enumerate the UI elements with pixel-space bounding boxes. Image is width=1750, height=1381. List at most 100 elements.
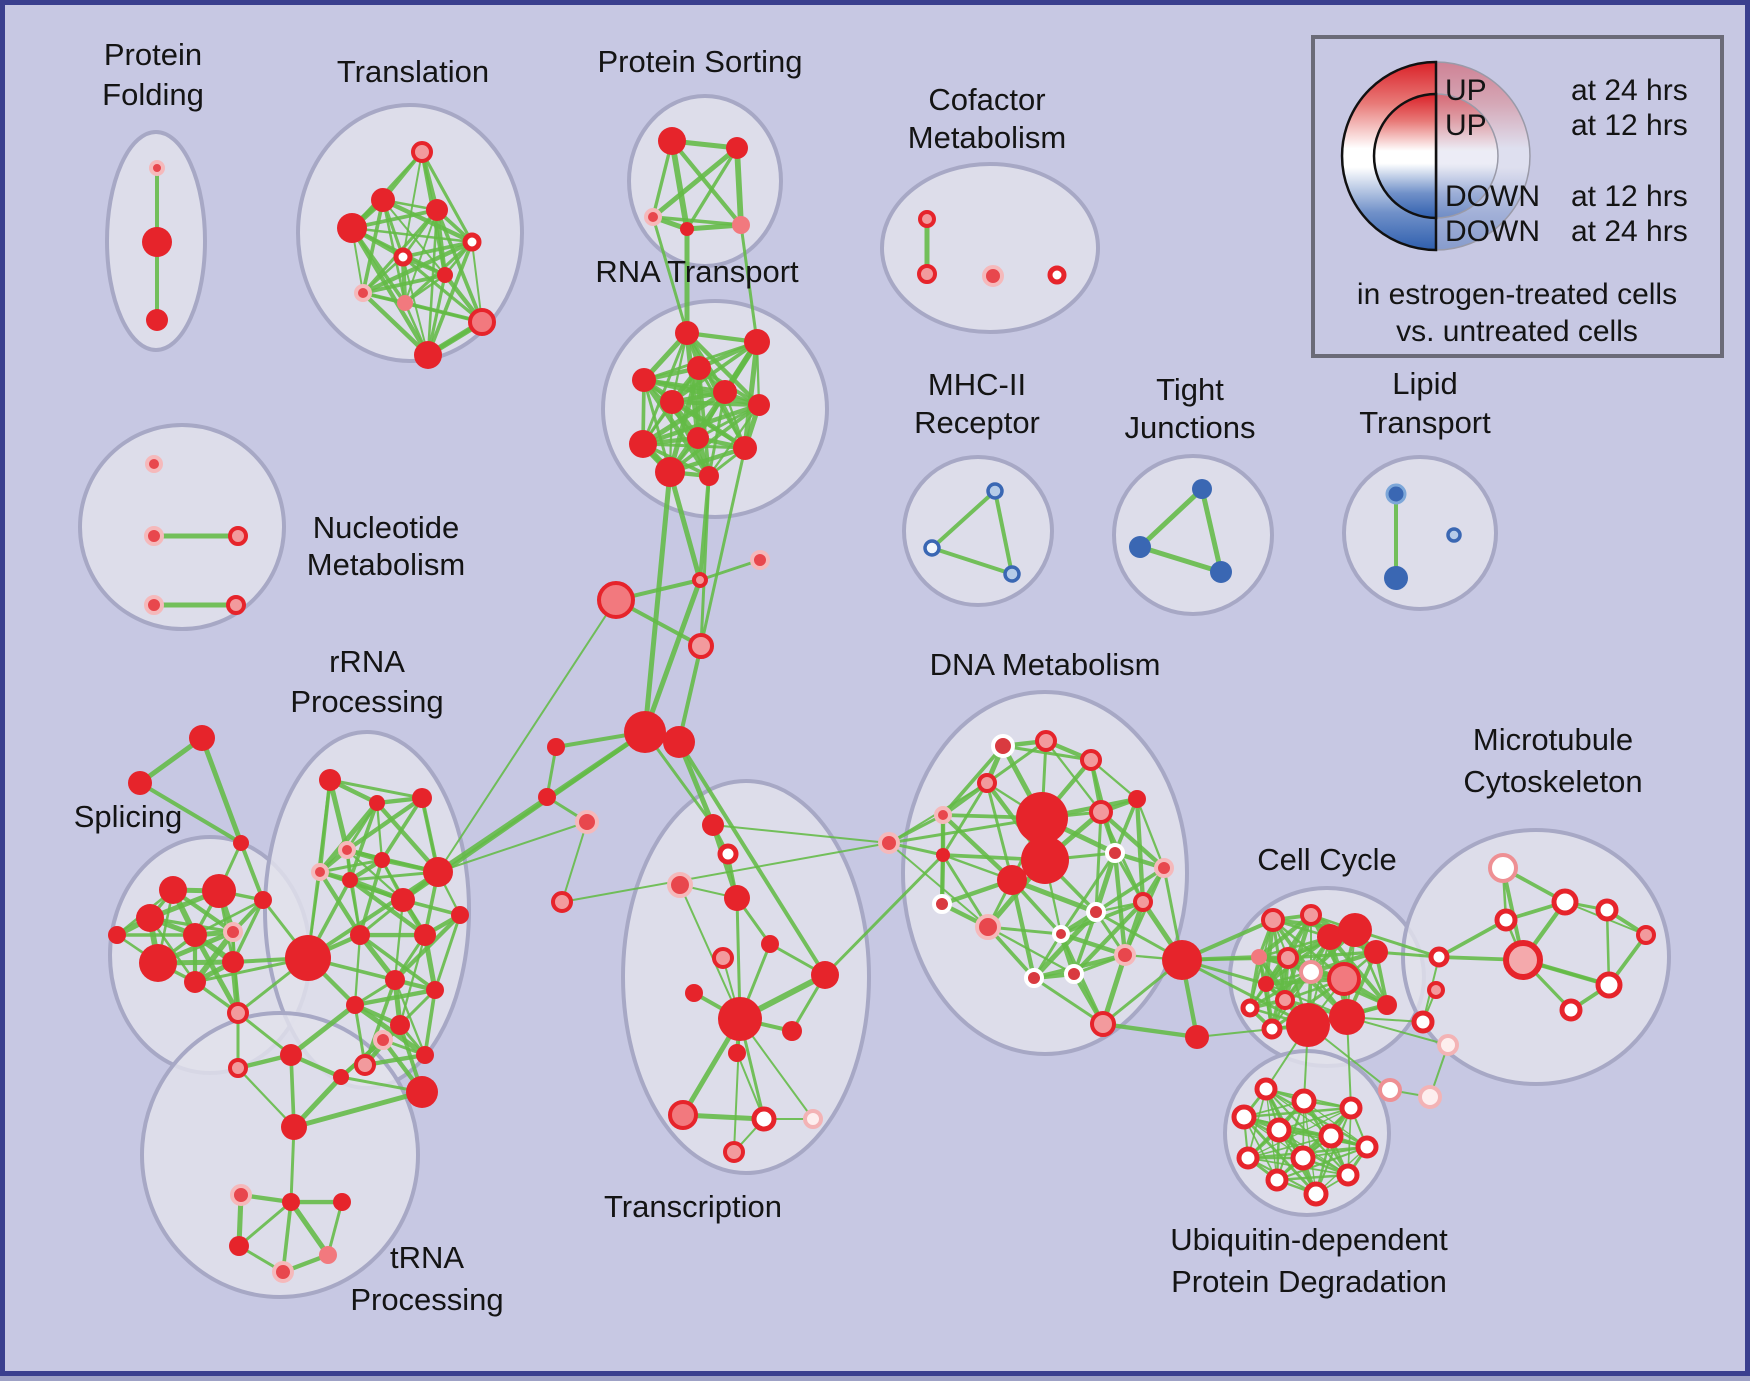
node-rrna-processing: [385, 970, 405, 990]
bridge-edge: [437, 821, 588, 873]
node-transcription: [782, 1021, 802, 1041]
node-rrna-processing: [311, 863, 329, 881]
cluster-label-dna-metabolism: DNA Metabolism: [930, 647, 1161, 682]
node-splicing: [202, 874, 236, 908]
edge-translation: [360, 290, 431, 358]
cluster-ellipse-nucleotide-metabolism: [78, 423, 286, 631]
node-rrna-processing: [342, 872, 358, 888]
node-microtubule-cytoskeleton: [1559, 998, 1583, 1022]
node-translation: [337, 213, 367, 243]
cluster-label-tight-junctions: Tight: [1156, 372, 1224, 407]
node-dna-metabolism: [1162, 940, 1202, 980]
node-ubiquitin-degradation: [1355, 1135, 1379, 1159]
edge-rna-transport: [707, 390, 727, 478]
edge-dna-metabolism: [1094, 810, 1103, 914]
node-microtubule-cytoskeleton: [1503, 940, 1543, 980]
node-dna-metabolism: [997, 865, 1027, 895]
cluster-label-microtubule-cytoskeleton: Cytoskeleton: [1463, 764, 1642, 799]
node-translation: [393, 247, 413, 267]
node-rna-transport: [744, 329, 770, 355]
node-rrna-processing: [346, 996, 364, 1014]
node-microtubule-cytoskeleton: [1636, 925, 1656, 945]
edge-rrna-processing: [392, 912, 463, 983]
node-protein-folding: [149, 160, 165, 176]
node-dna-metabolism: [1080, 749, 1102, 771]
node-transcription: [723, 1141, 745, 1163]
node-microtubule-cytoskeleton: [1551, 888, 1579, 916]
cluster-label-protein-folding: Protein: [104, 37, 202, 72]
node-nucleotide-metabolism: [144, 526, 164, 546]
node-trna-processing: [281, 1114, 307, 1140]
bridge-edge: [1196, 1028, 1273, 1038]
bridge-edge: [236, 1011, 293, 1057]
node-ubiquitin-degradation: [1290, 1145, 1316, 1171]
node-dna-metabolism: [1128, 790, 1146, 808]
edge-trna-processing: [236, 1066, 296, 1129]
bridge-edge: [698, 558, 762, 582]
hub-node: [692, 572, 708, 588]
node-ubiquitin-degradation: [1318, 1123, 1344, 1149]
legend-time-12a: at 12 hrs: [1571, 109, 1688, 142]
hub-node: [1437, 1034, 1459, 1056]
node-splicing: [254, 891, 272, 909]
node-ubiquitin-degradation: [1231, 1104, 1257, 1130]
node-transcription: [718, 997, 762, 1041]
edge-ubiquitin-degradation: [1275, 1099, 1306, 1182]
node-trna-processing: [230, 1184, 252, 1206]
legend-down-24-label: DOWN: [1445, 215, 1540, 248]
node-tight-junctions: [1210, 561, 1232, 583]
node-protein-sorting: [732, 216, 750, 234]
edge-rna-transport: [641, 377, 712, 479]
node-microtubule-cytoskeleton: [1595, 898, 1619, 922]
node-cofactor-metabolism: [1047, 265, 1067, 285]
bridge-edge: [651, 215, 689, 335]
edge-tight-junctions: [1199, 486, 1224, 575]
node-cell-cycle: [1299, 960, 1323, 984]
node-rrna-processing: [390, 1015, 410, 1035]
node-rrna-processing: [350, 925, 370, 945]
edge-dna-metabolism: [1135, 797, 1166, 870]
node-cofactor-metabolism: [982, 265, 1004, 287]
node-transcription: [717, 843, 739, 865]
edge-dna-metabolism: [985, 739, 1048, 785]
node-cell-cycle: [1329, 999, 1365, 1035]
edge-rrna-processing: [358, 933, 437, 992]
node-rna-transport: [629, 430, 657, 458]
node-dna-metabolism: [1016, 792, 1068, 844]
node-trna-processing: [406, 1076, 438, 1108]
node-rna-transport: [660, 390, 684, 414]
node-tight-junctions: [1192, 479, 1212, 499]
edge-rrna-processing: [375, 801, 384, 862]
node-dna-metabolism: [936, 848, 950, 862]
edge-dna-metabolism: [941, 853, 990, 929]
cluster-ellipse-lipid-transport: [1342, 455, 1498, 611]
node-dna-metabolism: [1185, 1025, 1209, 1049]
edge-protein-sorting: [734, 145, 744, 228]
node-rna-transport: [632, 368, 656, 392]
node-mhc-ii-receptor: [986, 482, 1004, 500]
cluster-label-nucleotide-metabolism: Nucleotide: [313, 510, 459, 545]
legend-time-12b: at 12 hrs: [1571, 180, 1688, 213]
node-dna-metabolism: [1086, 902, 1106, 922]
edge-splicing: [231, 898, 265, 964]
hub-node: [1418, 1085, 1442, 1109]
edge-rrna-processing: [306, 870, 440, 960]
node-transcription: [712, 947, 734, 969]
edge-transcription: [679, 884, 741, 1020]
edge-ubiquitin-degradation: [1275, 1145, 1369, 1182]
cluster-labels-layer: Protein Folding Translation Protein Sorting…: [74, 37, 1643, 1317]
cluster-label-cofactor-metabolism: Cofactor: [928, 82, 1045, 117]
cluster-label-tight-junctions: Junctions: [1125, 410, 1256, 445]
node-nucleotide-metabolism: [226, 595, 246, 615]
node-lipid-transport: [1384, 566, 1408, 590]
node-trna-processing: [272, 1261, 294, 1283]
node-trna-processing: [280, 1044, 302, 1066]
edge-ubiquitin-degradation: [1275, 1106, 1353, 1182]
node-cell-cycle: [1261, 908, 1285, 932]
edge-dna-metabolism: [1071, 899, 1146, 977]
edge-rrna-processing: [393, 978, 427, 1057]
legend: UP UP DOWN DOWN at 24 hrs at 12 hrs at 1…: [1311, 35, 1724, 358]
edge-ubiquitin-degradation: [1278, 1107, 1352, 1131]
hub-node: [1411, 1010, 1435, 1034]
edge-rrna-processing: [348, 801, 379, 882]
